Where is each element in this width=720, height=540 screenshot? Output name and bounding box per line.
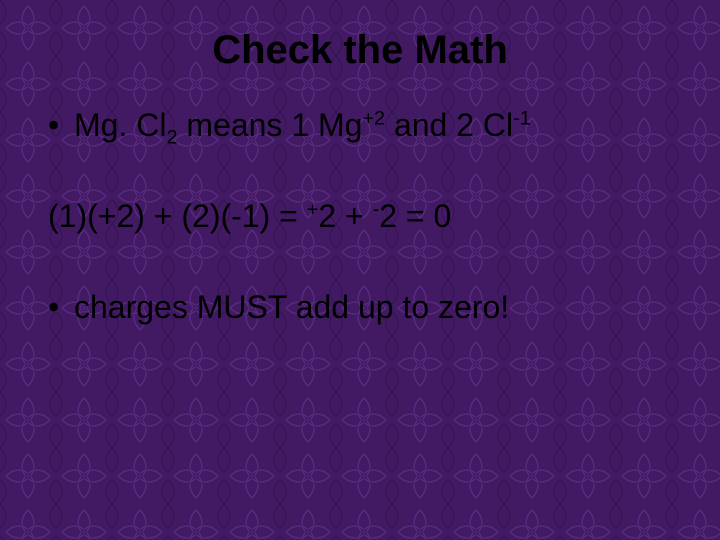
slide-body: • Mg. Cl2 means 1 Mg+2 and 2 Cl-1 (1)(+2…: [0, 107, 720, 326]
b1-part3: and 2 Cl: [385, 107, 513, 143]
bullet-2-text: charges MUST add up to zero!: [74, 289, 680, 326]
eq-b: 2 +: [318, 198, 372, 234]
eq-a: (1)(+2) + (2)(-1) =: [48, 198, 307, 234]
eq-sup1: +: [307, 198, 319, 220]
eq-c: 2 = 0: [379, 198, 451, 234]
bullet-dot: •: [48, 289, 74, 326]
b1-part2: means 1 Mg: [177, 107, 362, 143]
b1-sup2: -1: [513, 107, 531, 129]
bullet-2: • charges MUST add up to zero!: [48, 289, 680, 326]
bullet-dot: •: [48, 107, 74, 144]
bullet-1: • Mg. Cl2 means 1 Mg+2 and 2 Cl-1: [48, 107, 680, 144]
slide: Check the Math • Mg. Cl2 means 1 Mg+2 an…: [0, 0, 720, 540]
equation-line: (1)(+2) + (2)(-1) = +2 + -2 = 0: [48, 198, 680, 235]
bullet-1-text: Mg. Cl2 means 1 Mg+2 and 2 Cl-1: [74, 107, 680, 144]
b1-sub: 2: [166, 126, 177, 148]
b1-part1: Mg. Cl: [74, 107, 166, 143]
slide-title: Check the Math: [0, 0, 720, 73]
b1-sup1: +2: [362, 107, 385, 129]
